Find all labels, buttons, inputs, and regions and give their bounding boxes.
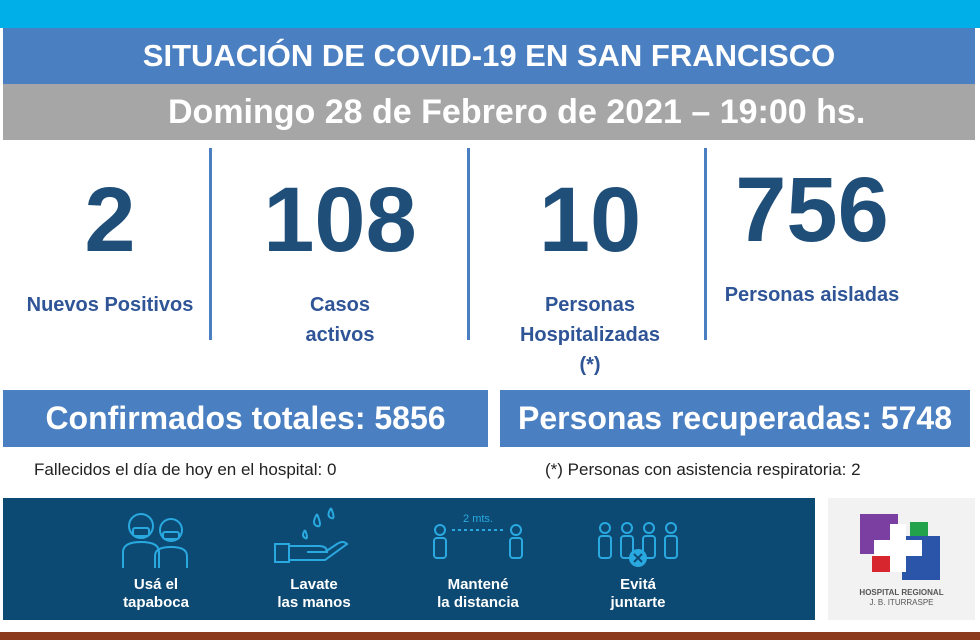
tip-no-gathering: Evitá juntarte [563, 498, 713, 620]
stat-label: Personas [544, 294, 636, 316]
tip-handwash: Lavate las manos [239, 498, 389, 620]
divider [209, 148, 212, 340]
stat-value: 10 [538, 169, 642, 271]
deaths-note: Fallecidos el día de hoy en el hospital:… [34, 460, 337, 479]
no-gathering-icon [598, 522, 678, 567]
hospital-logo: HOSPITAL REGIONAL J. B. ITURRASPE [828, 498, 975, 620]
stat-label: Casos [309, 294, 371, 316]
divider [704, 148, 707, 340]
stat-label: (*) [579, 354, 601, 376]
tip-label: Mantené [447, 576, 509, 593]
stat-label: Nuevos Positivos [26, 294, 194, 316]
logo-line-1: HOSPITAL REGIONAL [859, 588, 944, 597]
stat-new-positives: 2 Nuevos Positivos [15, 150, 205, 320]
stat-isolated: 756 Personas aisladas [712, 140, 912, 310]
recovered-total: Personas recuperadas: 5748 [500, 390, 970, 447]
date-banner: Domingo 28 de Febrero de 2021 – 19:00 hs… [3, 84, 975, 140]
tip-label: Lavate [290, 576, 338, 593]
stat-label: Hospitalizadas [519, 324, 661, 346]
tip-mask: Usá el tapaboca [81, 498, 231, 620]
bottom-stripe [0, 632, 980, 640]
tip-label: la distancia [437, 594, 519, 611]
tip-distance: 2 mts. Mantené la distancia [403, 498, 553, 620]
stat-hospitalized: 10 Personas Hospitalizadas (*) [490, 150, 690, 380]
stat-value: 108 [263, 169, 417, 271]
divider [467, 148, 470, 340]
prevention-banner: Usá el tapaboca Lavate las manos 2 mts. … [3, 498, 815, 620]
hand-wash-icon [274, 507, 349, 563]
tip-label: Evitá [620, 576, 656, 593]
distance-icon: 2 mts. [433, 513, 523, 559]
respiratory-note: (*) Personas con asistencia respiratoria… [545, 460, 861, 479]
logo-line-2: J. B. ITURRASPE [869, 598, 934, 607]
hospital-cross-icon [860, 514, 940, 580]
confirmed-total: Confirmados totales: 5856 [3, 390, 488, 447]
top-bar [0, 0, 980, 28]
tip-label: Usá el [133, 576, 179, 593]
tip-label: tapaboca [123, 594, 189, 611]
page-title: SITUACIÓN DE COVID-19 EN SAN FRANCISCO [3, 28, 975, 84]
stat-label: activos [305, 324, 375, 346]
tip-label: las manos [277, 594, 351, 611]
mask-people-icon [122, 513, 188, 568]
stat-value: 2 [84, 169, 136, 271]
stat-active-cases: 108 Casos activos [240, 150, 440, 350]
stat-value: 756 [735, 159, 889, 261]
tip-label: juntarte [610, 594, 666, 611]
distance-label: 2 mts. [463, 513, 493, 525]
stat-label: Personas aisladas [724, 284, 900, 306]
